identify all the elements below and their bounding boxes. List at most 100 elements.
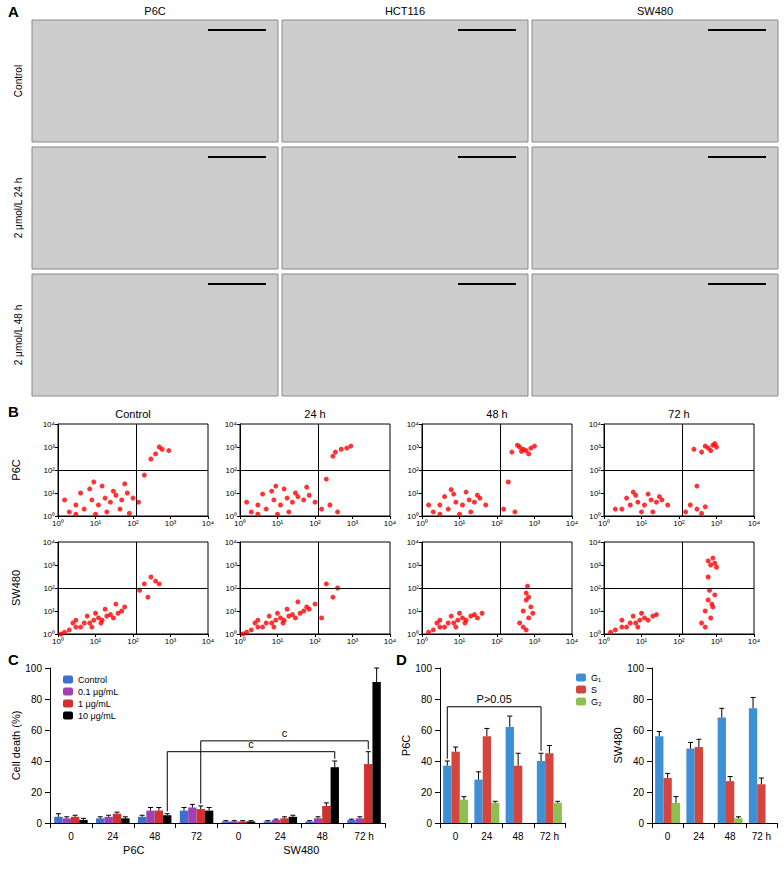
svg-text:10⁰: 10⁰ bbox=[416, 519, 428, 528]
svg-text:10¹: 10¹ bbox=[43, 489, 55, 498]
svg-text:2 μmol/L 24 h: 2 μmol/L 24 h bbox=[13, 178, 24, 238]
svg-text:10⁴: 10⁴ bbox=[384, 519, 397, 528]
svg-text:10¹: 10¹ bbox=[225, 489, 237, 498]
svg-text:80: 80 bbox=[31, 694, 43, 705]
svg-text:24: 24 bbox=[107, 831, 119, 842]
svg-text:10¹: 10¹ bbox=[407, 489, 419, 498]
svg-text:SW480: SW480 bbox=[612, 727, 624, 763]
svg-text:10²: 10² bbox=[43, 584, 55, 593]
svg-text:10²: 10² bbox=[407, 584, 419, 593]
svg-text:G₁: G₁ bbox=[591, 673, 601, 683]
svg-text:10¹: 10¹ bbox=[272, 519, 284, 528]
svg-text:10⁴: 10⁴ bbox=[407, 538, 420, 547]
svg-text:100: 100 bbox=[627, 663, 644, 674]
svg-text:10³: 10³ bbox=[407, 443, 419, 452]
svg-text:10²: 10² bbox=[225, 584, 237, 593]
svg-text:0: 0 bbox=[36, 818, 42, 829]
svg-text:10⁰: 10⁰ bbox=[416, 637, 428, 646]
svg-text:P6C: P6C bbox=[123, 844, 144, 856]
svg-text:80: 80 bbox=[421, 694, 433, 705]
svg-text:C: C bbox=[8, 651, 19, 668]
svg-text:1 μg/mL: 1 μg/mL bbox=[78, 699, 111, 709]
svg-text:60: 60 bbox=[633, 725, 645, 736]
svg-text:10³: 10³ bbox=[225, 443, 237, 452]
svg-text:S: S bbox=[591, 685, 597, 695]
svg-text:10⁴: 10⁴ bbox=[748, 637, 761, 646]
svg-text:10⁴: 10⁴ bbox=[589, 420, 602, 429]
svg-text:10⁴: 10⁴ bbox=[202, 519, 215, 528]
svg-text:40: 40 bbox=[421, 756, 433, 767]
svg-text:10¹: 10¹ bbox=[43, 607, 55, 616]
svg-text:20: 20 bbox=[633, 787, 645, 798]
svg-text:10¹: 10¹ bbox=[636, 519, 648, 528]
svg-text:10⁴: 10⁴ bbox=[225, 420, 238, 429]
svg-text:10³: 10³ bbox=[347, 519, 359, 528]
svg-text:10¹: 10¹ bbox=[225, 607, 237, 616]
svg-text:24: 24 bbox=[481, 831, 493, 842]
svg-text:10⁴: 10⁴ bbox=[566, 519, 579, 528]
svg-text:10 μg/mL: 10 μg/mL bbox=[78, 711, 116, 721]
svg-text:10³: 10³ bbox=[165, 519, 177, 528]
svg-text:10³: 10³ bbox=[711, 519, 723, 528]
svg-text:10¹: 10¹ bbox=[407, 607, 419, 616]
svg-text:24: 24 bbox=[275, 831, 287, 842]
svg-text:A: A bbox=[8, 3, 19, 20]
svg-text:P6C: P6C bbox=[10, 459, 22, 480]
svg-text:40: 40 bbox=[633, 756, 645, 767]
svg-text:24: 24 bbox=[693, 831, 705, 842]
svg-text:80: 80 bbox=[633, 694, 645, 705]
svg-text:10³: 10³ bbox=[43, 561, 55, 570]
svg-text:10⁴: 10⁴ bbox=[202, 637, 215, 646]
svg-text:72 h: 72 h bbox=[540, 831, 559, 842]
svg-text:10¹: 10¹ bbox=[454, 519, 466, 528]
svg-text:48: 48 bbox=[149, 831, 161, 842]
svg-text:10²: 10² bbox=[491, 637, 503, 646]
svg-text:10³: 10³ bbox=[589, 561, 601, 570]
svg-text:Control: Control bbox=[78, 675, 107, 685]
svg-text:48: 48 bbox=[317, 831, 329, 842]
svg-text:10¹: 10¹ bbox=[90, 519, 102, 528]
svg-text:10²: 10² bbox=[309, 519, 321, 528]
svg-text:Cell death (%): Cell death (%) bbox=[10, 711, 22, 781]
svg-text:10³: 10³ bbox=[225, 561, 237, 570]
svg-text:60: 60 bbox=[421, 725, 433, 736]
svg-text:10³: 10³ bbox=[347, 637, 359, 646]
svg-text:24 h: 24 h bbox=[304, 408, 325, 420]
svg-text:10⁴: 10⁴ bbox=[384, 637, 397, 646]
svg-text:G₂: G₂ bbox=[591, 697, 602, 707]
svg-text:10⁰: 10⁰ bbox=[52, 637, 64, 646]
svg-text:48: 48 bbox=[513, 831, 525, 842]
svg-text:0.1 μg/mL: 0.1 μg/mL bbox=[78, 687, 118, 697]
svg-text:D: D bbox=[396, 651, 407, 668]
svg-text:c: c bbox=[282, 727, 288, 739]
svg-text:10³: 10³ bbox=[165, 637, 177, 646]
svg-text:10²: 10² bbox=[673, 519, 685, 528]
svg-text:Control: Control bbox=[115, 408, 150, 420]
svg-text:10²: 10² bbox=[491, 519, 503, 528]
svg-text:10¹: 10¹ bbox=[636, 637, 648, 646]
svg-text:48 h: 48 h bbox=[486, 408, 507, 420]
svg-text:10²: 10² bbox=[127, 519, 139, 528]
svg-text:SW480: SW480 bbox=[283, 844, 319, 856]
svg-text:10²: 10² bbox=[407, 466, 419, 475]
svg-text:P>0.05: P>0.05 bbox=[477, 693, 512, 705]
svg-text:10²: 10² bbox=[225, 466, 237, 475]
svg-text:20: 20 bbox=[31, 787, 43, 798]
svg-text:10¹: 10¹ bbox=[589, 489, 601, 498]
svg-text:10²: 10² bbox=[127, 637, 139, 646]
svg-text:72 h: 72 h bbox=[752, 831, 771, 842]
svg-text:B: B bbox=[8, 403, 19, 420]
svg-text:10⁴: 10⁴ bbox=[225, 538, 238, 547]
svg-text:10⁴: 10⁴ bbox=[43, 420, 56, 429]
svg-text:48: 48 bbox=[725, 831, 737, 842]
svg-text:0: 0 bbox=[453, 831, 459, 842]
svg-text:10¹: 10¹ bbox=[90, 637, 102, 646]
svg-text:0: 0 bbox=[236, 831, 242, 842]
svg-text:72: 72 bbox=[191, 831, 203, 842]
svg-text:10⁰: 10⁰ bbox=[598, 637, 610, 646]
svg-text:10⁴: 10⁴ bbox=[407, 420, 420, 429]
svg-text:10²: 10² bbox=[589, 584, 601, 593]
svg-text:10⁰: 10⁰ bbox=[598, 519, 610, 528]
svg-text:10⁰: 10⁰ bbox=[234, 519, 246, 528]
svg-text:HCT116: HCT116 bbox=[385, 5, 425, 17]
